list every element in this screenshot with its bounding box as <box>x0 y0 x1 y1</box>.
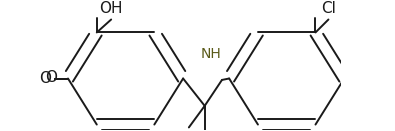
Text: NH: NH <box>200 47 221 61</box>
Text: Cl: Cl <box>321 1 336 16</box>
Text: O: O <box>40 71 51 86</box>
Text: O: O <box>45 70 57 85</box>
Text: OH: OH <box>100 1 123 16</box>
